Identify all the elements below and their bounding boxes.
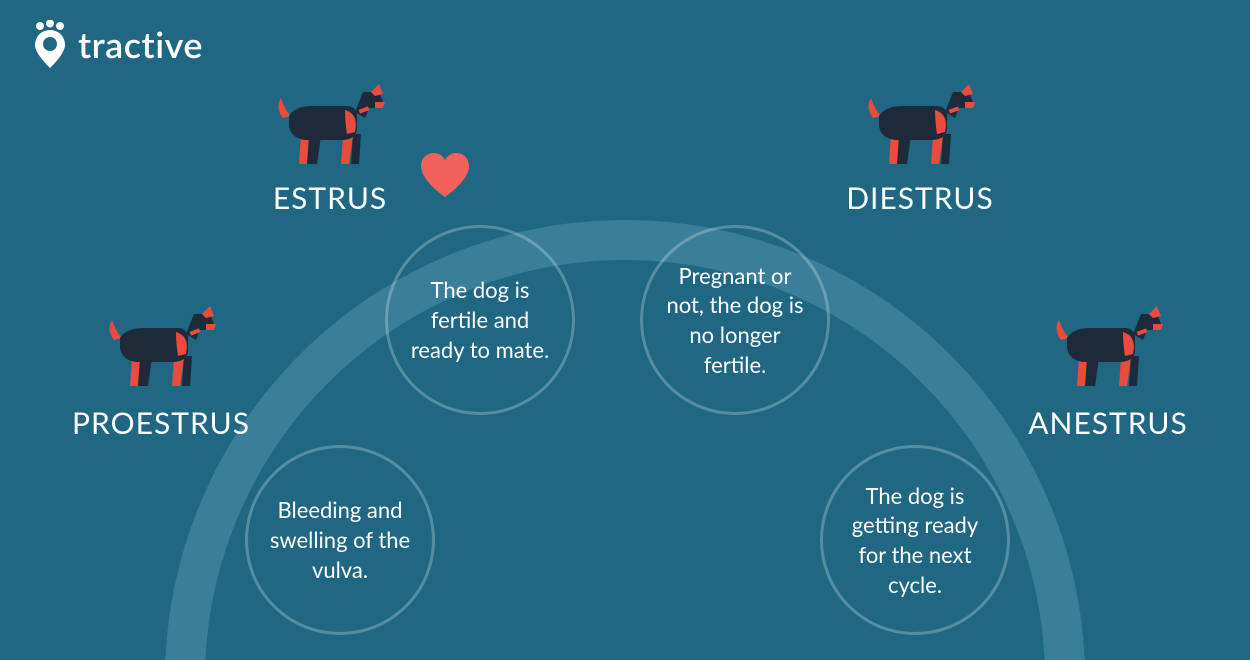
heart-icon	[421, 153, 469, 197]
stage-desc-text-anestrus: The dog is getting ready for the next cy…	[841, 481, 989, 600]
stage-desc-proestrus: Bleeding and swelling of the vulva.	[245, 445, 435, 635]
stage-desc-text-proestrus: Bleeding and swelling of the vulva.	[266, 495, 414, 584]
dog-icon-proestrus	[106, 300, 216, 390]
stage-label-proestrus: PROESTRUS	[72, 405, 250, 441]
stage-desc-text-diestrus: Pregnant or not, the dog is no longer fe…	[661, 261, 809, 380]
brand-name: tractive	[78, 22, 203, 66]
dog-icon-diestrus	[865, 78, 975, 168]
brand-logo: tractive	[30, 20, 203, 68]
stage-label-estrus: ESTRUS	[273, 180, 387, 216]
paw-pin-icon	[30, 20, 70, 68]
stage-desc-anestrus: The dog is getting ready for the next cy…	[820, 445, 1010, 635]
dog-icon-estrus	[275, 78, 385, 168]
stage-label-anestrus: ANESTRUS	[1028, 405, 1188, 441]
stage-desc-diestrus: Pregnant or not, the dog is no longer fe…	[640, 225, 830, 415]
dog-icon-anestrus	[1053, 300, 1163, 390]
stage-desc-estrus: The dog is fertile and ready to mate.	[385, 225, 575, 415]
stage-desc-text-estrus: The dog is fertile and ready to mate.	[406, 275, 554, 364]
infographic-canvas: tractive PROESTRUS Bleeding and swelling …	[0, 0, 1250, 660]
stage-label-diestrus: DIESTRUS	[846, 180, 994, 216]
